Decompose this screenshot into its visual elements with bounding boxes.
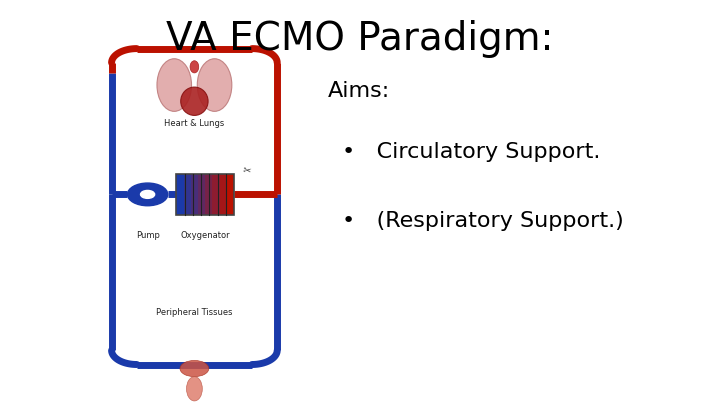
Text: Heart & Lungs: Heart & Lungs (164, 119, 225, 128)
Text: ✂: ✂ (242, 164, 252, 176)
FancyBboxPatch shape (184, 174, 191, 215)
Text: Oxygenator: Oxygenator (181, 231, 230, 240)
FancyBboxPatch shape (176, 174, 184, 215)
Ellipse shape (180, 360, 209, 377)
Text: •   Circulatory Support.: • Circulatory Support. (342, 142, 600, 162)
Ellipse shape (157, 59, 192, 111)
FancyBboxPatch shape (191, 174, 198, 215)
FancyBboxPatch shape (220, 174, 227, 215)
Text: Aims:: Aims: (328, 81, 390, 101)
Text: •   (Respiratory Support.): • (Respiratory Support.) (342, 211, 624, 230)
FancyBboxPatch shape (198, 174, 205, 215)
Ellipse shape (197, 59, 232, 111)
Text: Peripheral Tissues: Peripheral Tissues (156, 308, 233, 317)
FancyBboxPatch shape (227, 174, 234, 215)
Text: VA ECMO Paradigm:: VA ECMO Paradigm: (166, 20, 554, 58)
FancyBboxPatch shape (205, 174, 212, 215)
Circle shape (127, 183, 168, 206)
Circle shape (140, 190, 155, 198)
Ellipse shape (190, 61, 199, 73)
Ellipse shape (186, 377, 202, 401)
Text: Pump: Pump (135, 231, 160, 240)
FancyBboxPatch shape (212, 174, 220, 215)
Ellipse shape (181, 87, 208, 115)
